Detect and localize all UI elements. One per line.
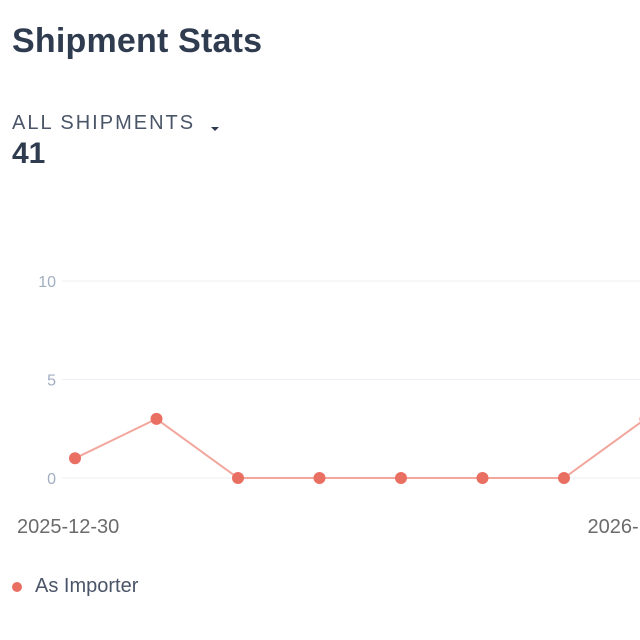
x-tick-label: 2025-12-30 xyxy=(17,516,119,538)
x-tick-label: 2026- xyxy=(588,516,639,538)
stat-value: 41 xyxy=(12,137,46,170)
line-chart: 0 5 10 2025-12-30 2026- xyxy=(17,274,640,538)
data-point xyxy=(395,472,407,484)
data-point xyxy=(558,472,570,484)
shipments-filter[interactable]: ALL SHIPMENTS xyxy=(12,112,220,135)
legend-label: As Importer xyxy=(35,575,139,597)
data-point xyxy=(232,472,244,484)
caret-down-icon[interactable] xyxy=(211,126,220,131)
y-tick-label: 5 xyxy=(47,373,56,390)
series-line xyxy=(74,417,640,479)
data-point xyxy=(150,412,163,425)
stat-label: ALL SHIPMENTS xyxy=(12,112,196,134)
data-point xyxy=(476,472,489,484)
data-point xyxy=(69,452,81,465)
data-point xyxy=(313,472,326,484)
y-tick-label: 0 xyxy=(47,471,56,488)
shipments-stat: ALL SHIPMENTS 41 xyxy=(12,112,220,171)
page-title: Shipment Stats xyxy=(12,22,263,60)
legend-dot-icon xyxy=(12,581,22,592)
chart-legend: As Importer xyxy=(12,575,138,598)
y-tick-label: 10 xyxy=(38,274,56,291)
